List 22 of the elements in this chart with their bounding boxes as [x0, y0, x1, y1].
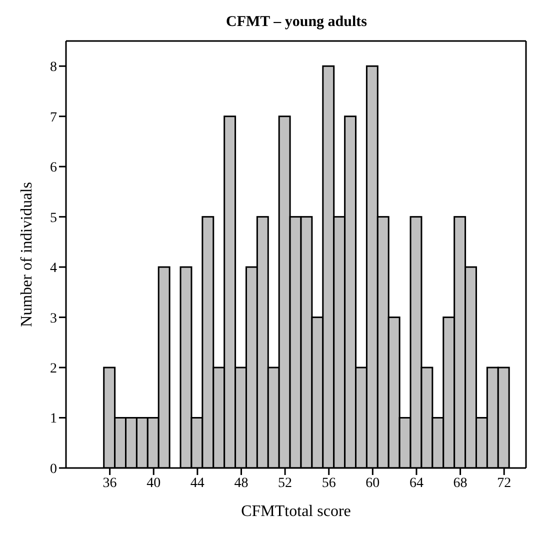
- x-tick-label: 60: [366, 476, 380, 491]
- y-tick-label: 5: [50, 210, 57, 226]
- x-tick-label: 64: [409, 476, 424, 491]
- y-tick-label: 1: [50, 412, 57, 427]
- x-axis-title: CFMTtotal score: [241, 503, 351, 520]
- y-tick-label: 8: [50, 60, 57, 76]
- y-tick-label: 7: [50, 110, 57, 126]
- y-tick-label: 3: [50, 311, 57, 326]
- y-axis-title: Number of individuals: [18, 182, 36, 327]
- x-tick-label: 72: [497, 476, 512, 491]
- y-tick-label: 6: [50, 160, 57, 176]
- y-tick-label: 0: [50, 462, 57, 477]
- y-tick-label: 2: [50, 362, 57, 376]
- x-tick-label: 68: [453, 476, 468, 491]
- x-tick-label: 56: [322, 476, 336, 491]
- x-tick-label: 40: [146, 476, 161, 491]
- x-tick-label: 48: [234, 476, 248, 491]
- chart-title: CFMT – young adults: [224, 14, 368, 31]
- x-tick-label: 52: [278, 476, 292, 491]
- y-tick-label: 4: [50, 261, 57, 276]
- x-tick-label: 44: [190, 476, 204, 491]
- x-tick-label: 36: [102, 476, 117, 491]
